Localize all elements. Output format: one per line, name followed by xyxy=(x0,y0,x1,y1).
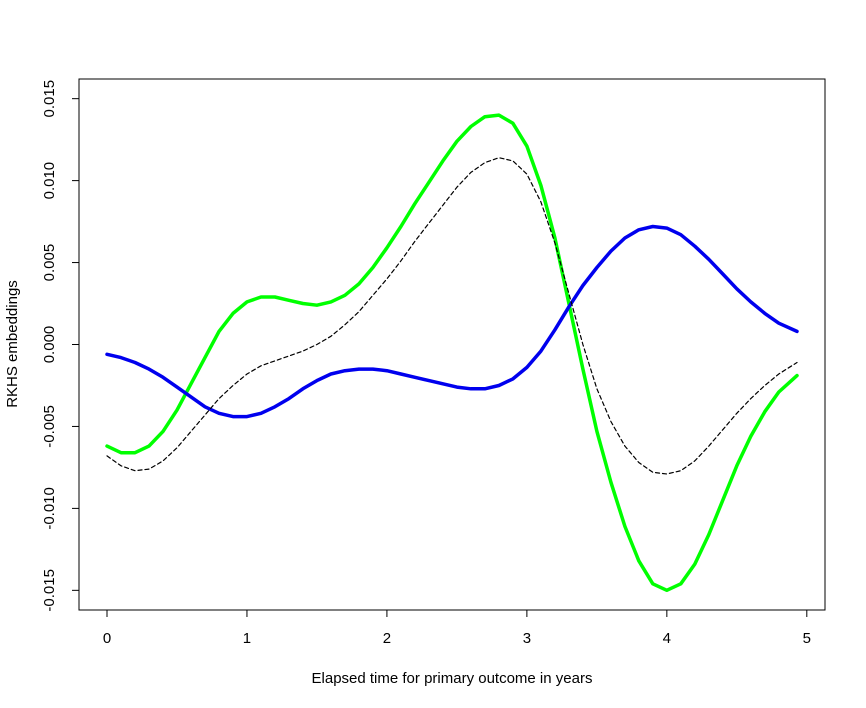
y-axis: -0.015 -0.010 -0.005 0.000 0.005 0.010 0.015 xyxy=(41,80,80,612)
y-tick-label: 0.010 xyxy=(41,162,58,200)
y-tick-label: -0.005 xyxy=(41,405,58,448)
x-tick-label: 2 xyxy=(383,630,391,647)
y-tick-label: 0.000 xyxy=(41,326,58,364)
series-line-2 xyxy=(105,224,799,419)
y-tick-label: 0.015 xyxy=(41,80,58,118)
series-line-3 xyxy=(106,157,798,475)
series-line-1 xyxy=(105,113,799,593)
x-tick-label: 3 xyxy=(523,630,531,647)
y-axis-label: RKHS embeddings xyxy=(4,280,21,408)
plot-frame xyxy=(78,78,826,611)
x-axis-label: Elapsed time for primary outcome in year… xyxy=(312,670,593,687)
x-axis: 0 1 2 3 4 5 xyxy=(103,609,811,647)
x-tick-label: 4 xyxy=(663,630,671,647)
x-tick-label: 5 xyxy=(803,630,811,647)
x-tick-label: 1 xyxy=(243,630,251,647)
y-tick-label: -0.015 xyxy=(41,569,58,612)
y-tick-label: 0.005 xyxy=(41,244,58,282)
x-tick-label: 0 xyxy=(103,630,111,647)
series-layer xyxy=(105,113,799,593)
y-tick-label: -0.010 xyxy=(41,487,58,530)
